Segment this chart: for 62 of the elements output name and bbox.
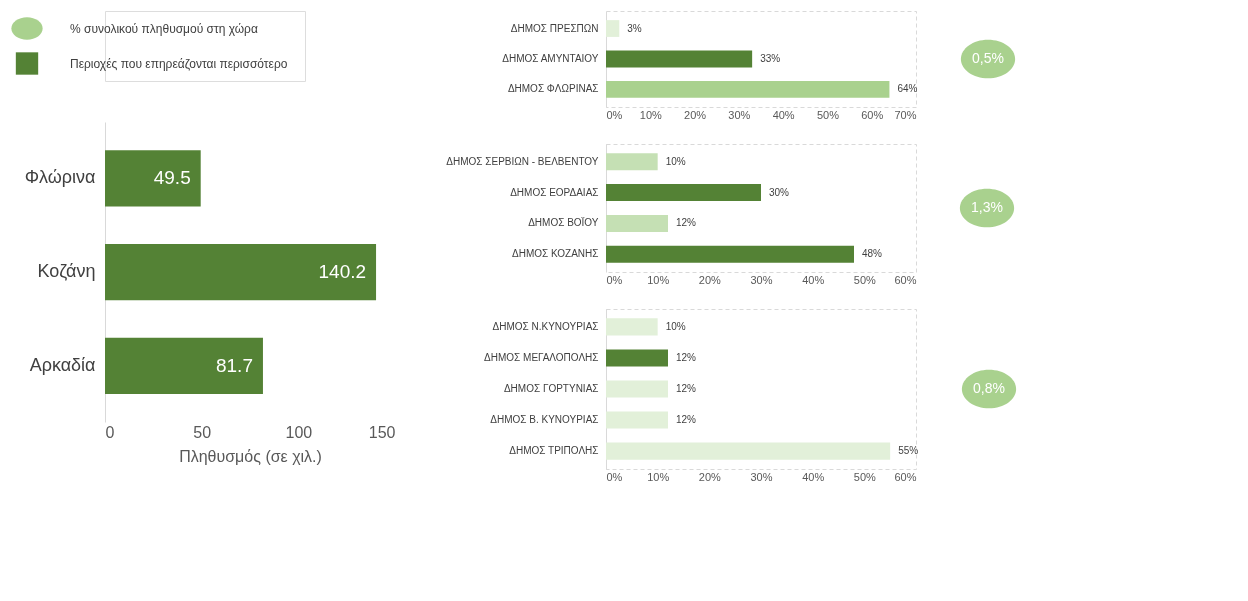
x-tick-label: 0%	[606, 273, 623, 286]
x-tick-label: 70%	[894, 108, 917, 121]
y-tick-label: ΔΗΜΟΣ Ν.ΚΥΝΟΥΡΙΑΣ	[492, 320, 599, 332]
text: Περιοχές που επηρεάζονται περισσότερο	[70, 56, 288, 71]
y-tick-label: ΔΗΜΟΣ ΣΕΡΒΙΩΝ - ΒΕΛΒΕΝΤΟΥ	[446, 155, 599, 167]
data-label: 30%	[769, 186, 790, 198]
data-label: 64%	[897, 83, 918, 95]
data-label: 1,3%	[971, 199, 1003, 215]
x-tick-label: 10%	[647, 470, 670, 483]
data-label: 12%	[676, 351, 697, 363]
x-tick-label: 10%	[639, 108, 663, 121]
x-tick-label: 60%	[861, 108, 884, 121]
data-label: 12%	[676, 217, 697, 229]
x-tick-label: 60%	[894, 470, 917, 483]
data-label: 49.5	[153, 167, 191, 189]
y-tick-label: Κοζάνη	[37, 261, 96, 281]
y-tick-label: ΔΗΜΟΣ ΓΟΡΤΥΝΙΑΣ	[503, 383, 599, 394]
x-tick-label: 0%	[606, 470, 623, 483]
data-label: 140.2	[318, 261, 367, 282]
x-tick-label: 150	[368, 423, 396, 441]
x-tick-label: 0%	[606, 108, 623, 121]
x-tick-label: 60%	[894, 273, 917, 286]
y-tick-label: ΔΗΜΟΣ ΦΛΩΡΙΝΑΣ	[507, 83, 599, 95]
data-label: 0,8%	[973, 380, 1005, 396]
data-label: 81.7	[215, 354, 253, 376]
x-tick-label: 50%	[816, 108, 840, 121]
x-tick-label: 40%	[802, 273, 825, 286]
y-tick-label: ΔΗΜΟΣ ΤΡΙΠΟΛΗΣ	[509, 445, 599, 457]
y-tick-label: ΔΗΜΟΣ ΕΟΡΔΑΙΑΣ	[510, 186, 599, 198]
y-tick-label: ΔΗΜΟΣ ΠΡΕΣΠΩΝ	[510, 22, 599, 34]
y-tick-label: ΔΗΜΟΣ Β. ΚΥΝΟΥΡΙΑΣ	[490, 414, 599, 426]
data-label: 3%	[627, 22, 642, 34]
data-label: 33%	[760, 53, 781, 64]
y-tick-label: ΔΗΜΟΣ ΑΜΥΝΤΑΙΟΥ	[502, 53, 599, 64]
x-tick-label: 30%	[750, 273, 773, 286]
data-label: 10%	[665, 155, 686, 167]
y-tick-label: ΔΗΜΟΣ ΒΟΪΟΥ	[528, 217, 599, 229]
x-tick-label: 50%	[853, 470, 877, 483]
data-label: 0,5%	[972, 50, 1004, 66]
x-tick-label: 20%	[684, 108, 707, 121]
y-tick-label: Φλώρινα	[24, 167, 96, 188]
x-tick-label: 50	[193, 423, 212, 441]
y-tick-label: ΔΗΜΟΣ ΚΟΖΑΝΗΣ	[511, 248, 599, 260]
x-tick-label: 30%	[728, 108, 751, 121]
data-label: 48%	[862, 248, 883, 260]
data-label: 12%	[676, 383, 697, 394]
y-tick-label: ΔΗΜΟΣ ΜΕΓΑΛΟΠΟΛΗΣ	[484, 351, 599, 363]
x-tick-label: 100	[285, 423, 313, 441]
x-tick-label: 40%	[772, 108, 795, 121]
data-label: 55%	[898, 445, 919, 457]
x-tick-label: 40%	[802, 470, 825, 483]
x-axis-title: Πληθυσμός (σε χιλ.)	[179, 447, 322, 465]
x-tick-label: 20%	[698, 273, 722, 286]
legend-label: % συνολικού πληθυσμού στη χώρα	[70, 21, 258, 36]
x-tick-label: 10%	[647, 273, 670, 286]
x-tick-label: 20%	[698, 470, 722, 483]
x-tick-label: 30%	[750, 470, 773, 483]
x-tick-label: 50%	[853, 273, 877, 286]
data-label: 12%	[676, 414, 697, 426]
y-tick-label: Αρκαδία	[29, 354, 96, 375]
data-label: 10%	[665, 320, 686, 332]
x-tick-label: 0	[105, 423, 115, 441]
